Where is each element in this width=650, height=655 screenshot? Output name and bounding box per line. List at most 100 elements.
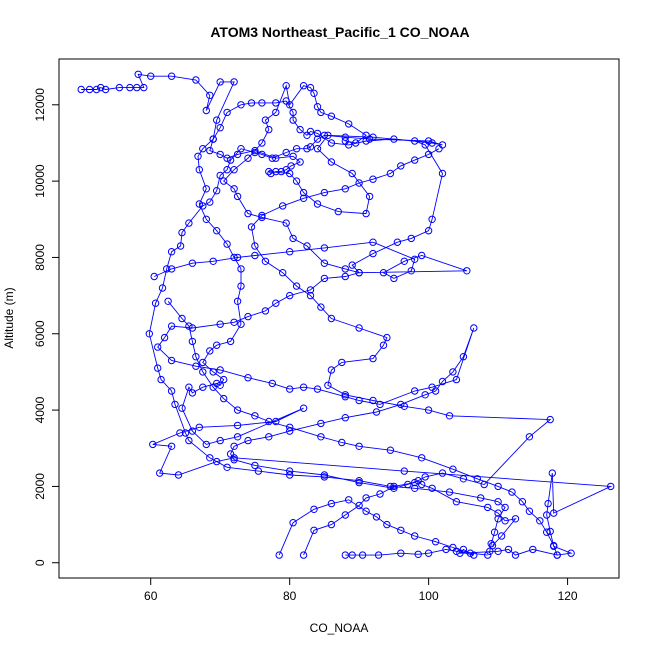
- data-point: [327, 158, 336, 166]
- data-point: [289, 234, 297, 243]
- data-point: [320, 274, 329, 283]
- data-point: [310, 89, 318, 98]
- data-point: [445, 412, 454, 420]
- data-point: [282, 82, 290, 90]
- data-point: [209, 383, 217, 391]
- data-point: [508, 488, 516, 496]
- data-point: [543, 528, 551, 536]
- data-point: [341, 511, 349, 519]
- data-point: [341, 393, 349, 401]
- data-point: [220, 177, 228, 185]
- data-point: [202, 215, 211, 224]
- data-point: [449, 543, 457, 552]
- data-point: [548, 469, 556, 477]
- data-point: [199, 368, 207, 376]
- data-point: [237, 320, 245, 328]
- y-axis-label: Altitude (m): [2, 287, 16, 348]
- x-tick-label: 60: [144, 589, 158, 603]
- data-point: [418, 251, 426, 260]
- data-point: [289, 108, 297, 117]
- data-track: [77, 70, 447, 277]
- data-point: [237, 101, 245, 109]
- data-point: [216, 150, 224, 159]
- data-point: [310, 505, 318, 513]
- data-point: [156, 469, 164, 477]
- data-point: [397, 549, 405, 557]
- data-point: [286, 467, 294, 475]
- data-point: [176, 242, 185, 250]
- data-point: [317, 303, 325, 311]
- data-point: [327, 499, 336, 508]
- data-point: [369, 175, 377, 183]
- data-point: [265, 167, 273, 176]
- data-point: [327, 520, 336, 529]
- data-point: [543, 511, 551, 519]
- data-point: [126, 83, 134, 92]
- data-point: [299, 383, 308, 391]
- data-point: [438, 377, 447, 386]
- data-point: [310, 526, 318, 534]
- data-point: [178, 228, 186, 237]
- data-point: [313, 200, 322, 208]
- data-point: [317, 108, 325, 117]
- data-point: [411, 532, 419, 540]
- data-point: [237, 282, 245, 290]
- data-point: [341, 185, 349, 193]
- data-point: [202, 185, 211, 193]
- data-point: [511, 515, 520, 523]
- data-point: [484, 551, 492, 559]
- data-point: [546, 527, 554, 536]
- data-point: [267, 169, 275, 178]
- data-point: [397, 162, 405, 170]
- data-track: [164, 297, 561, 559]
- x-tick-label: 120: [558, 589, 578, 603]
- data-point: [289, 152, 297, 161]
- data-point: [97, 83, 105, 92]
- x-tick-label: 100: [419, 589, 439, 603]
- data-point: [272, 417, 280, 426]
- data-track: [247, 145, 554, 559]
- data-line: [154, 241, 517, 546]
- data-point: [358, 551, 367, 559]
- data-point: [397, 400, 405, 409]
- data-point: [553, 551, 561, 559]
- data-point: [277, 167, 285, 176]
- data-point: [192, 362, 200, 370]
- data-point: [185, 383, 193, 391]
- data-point: [145, 330, 154, 338]
- data-point: [265, 125, 273, 134]
- data-point: [411, 478, 419, 487]
- data-point: [167, 387, 176, 395]
- data-point: [431, 387, 440, 395]
- data-point: [303, 145, 311, 153]
- data-point: [470, 324, 478, 332]
- data-point: [411, 255, 419, 263]
- data-point: [220, 394, 228, 403]
- data-point: [504, 545, 513, 554]
- data-point: [185, 322, 193, 330]
- data-point: [171, 400, 179, 409]
- data-point: [313, 103, 322, 111]
- data-point: [213, 457, 221, 466]
- data-point: [230, 78, 238, 86]
- data-line: [81, 73, 443, 274]
- data-point: [369, 396, 377, 405]
- data-point: [192, 353, 200, 361]
- data-point: [362, 494, 370, 502]
- data-point: [345, 120, 353, 128]
- data-point: [244, 436, 252, 445]
- data-point: [233, 192, 242, 201]
- y-axis: 0 2000 4000 6000 8000 10000 12000: [33, 88, 60, 566]
- data-point: [546, 415, 554, 424]
- data-point: [244, 209, 252, 218]
- data-point: [386, 169, 395, 178]
- data-point: [411, 387, 419, 395]
- data-point: [369, 354, 377, 363]
- data-point: [258, 213, 266, 222]
- data-point: [494, 498, 502, 506]
- data-point: [149, 440, 157, 449]
- data-point: [160, 333, 169, 342]
- data-point: [206, 146, 214, 155]
- y-tick-label: 0: [33, 559, 47, 566]
